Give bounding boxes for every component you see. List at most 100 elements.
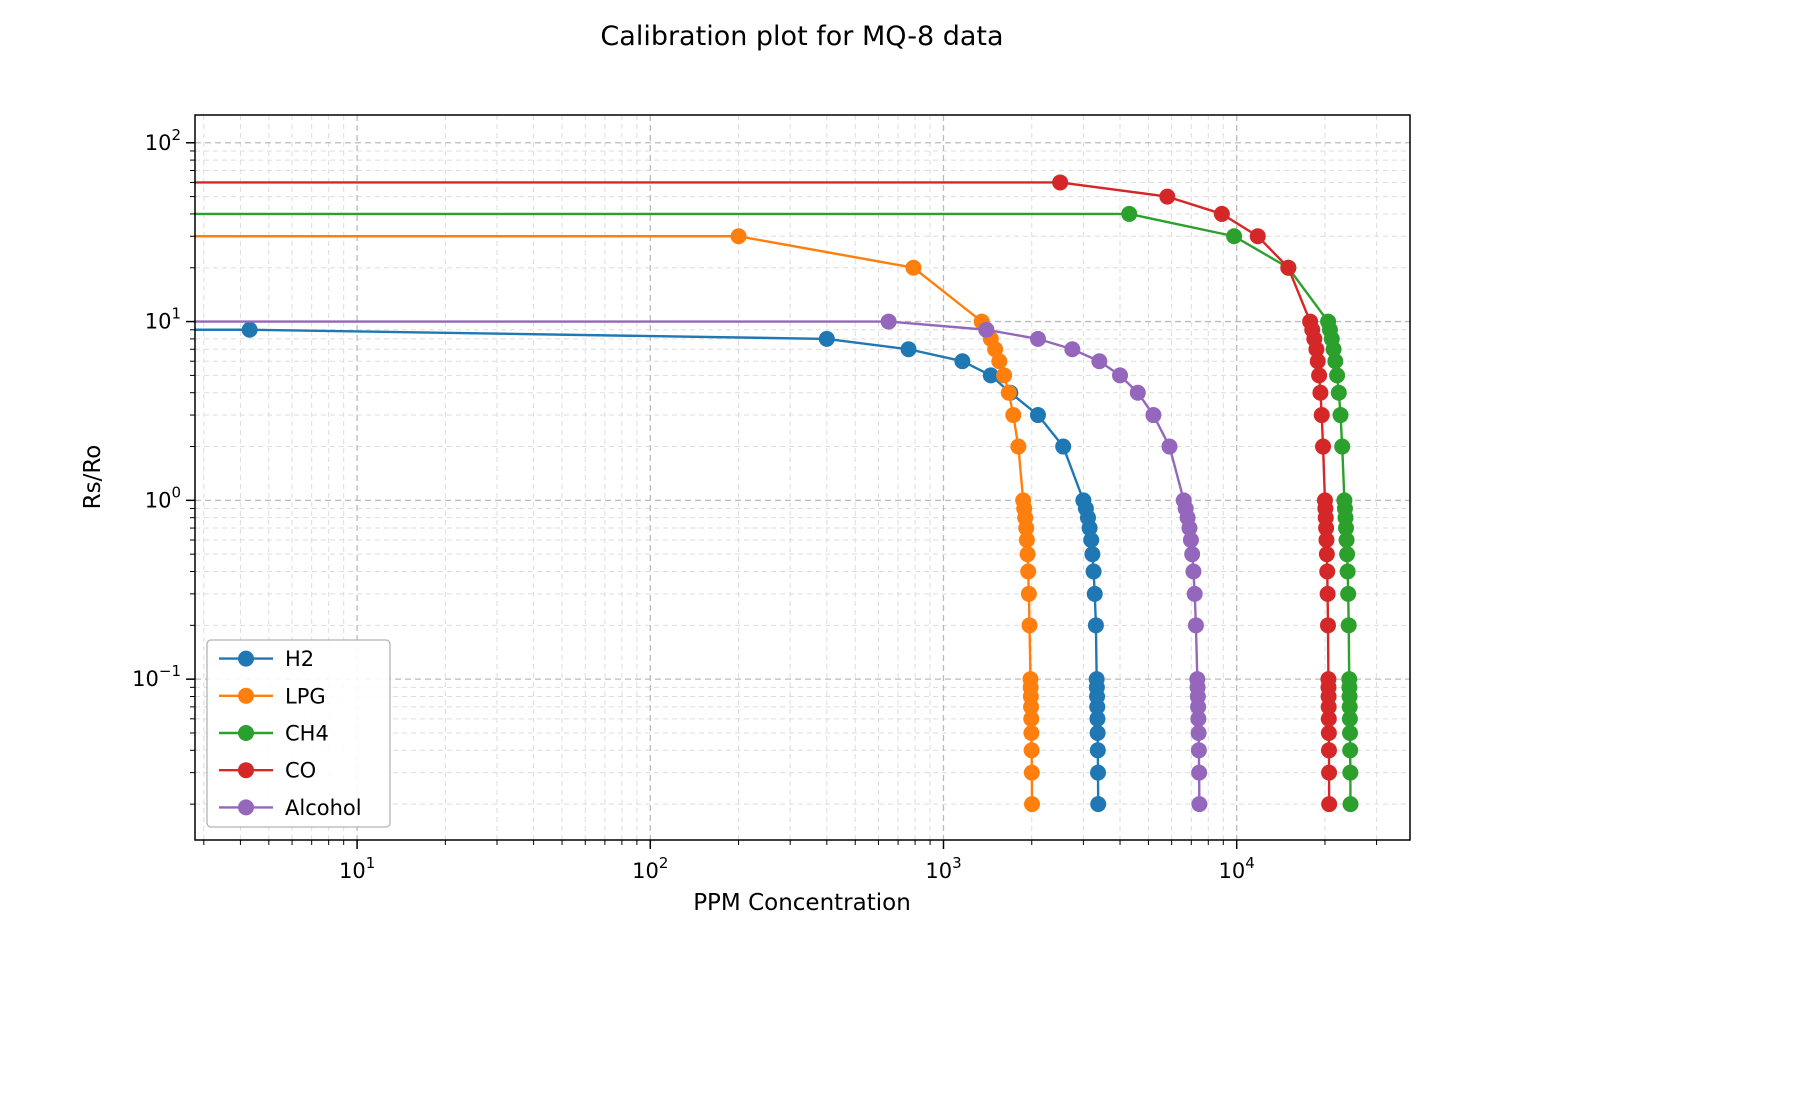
legend-label: CH4: [285, 722, 329, 746]
data-point: [1085, 563, 1102, 580]
data-point: [1020, 585, 1037, 602]
data-point: [1327, 353, 1344, 370]
data-point: [1190, 742, 1207, 759]
x-tick-label: 104: [1219, 854, 1255, 883]
data-point: [1334, 438, 1351, 455]
data-point: [1329, 367, 1346, 384]
y-tick-label: 102: [145, 126, 181, 155]
data-point: [1190, 710, 1207, 727]
data-point: [1342, 764, 1359, 781]
data-point: [1341, 710, 1358, 727]
data-point: [1021, 617, 1038, 634]
series-Alcohol: [193, 313, 1208, 813]
data-point: [1182, 532, 1199, 549]
data-point: [905, 259, 922, 276]
data-point: [1112, 367, 1129, 384]
data-point: [1091, 353, 1108, 370]
data-point: [1342, 796, 1359, 813]
legend-marker: [238, 799, 254, 816]
legend-marker: [238, 687, 254, 704]
data-point: [1320, 724, 1337, 741]
data-point: [1342, 742, 1359, 759]
data-point: [1325, 341, 1342, 358]
data-point: [1129, 384, 1146, 401]
data-point: [1320, 742, 1337, 759]
data-point: [1319, 617, 1336, 634]
data-point: [1018, 532, 1035, 549]
data-point: [1089, 724, 1106, 741]
data-point: [1018, 520, 1035, 537]
data-point: [1338, 520, 1355, 537]
data-point: [1023, 710, 1040, 727]
data-point: [991, 353, 1008, 370]
data-point: [1023, 742, 1040, 759]
data-point: [1086, 585, 1103, 602]
data-point: [1226, 228, 1243, 245]
data-point: [1338, 532, 1355, 549]
legend-item-LPG: LPG: [219, 684, 326, 708]
legend-marker: [238, 725, 254, 741]
data-point: [1308, 341, 1325, 358]
data-point: [1083, 532, 1100, 549]
legend-label: Alcohol: [285, 796, 362, 820]
data-point: [1089, 742, 1106, 759]
axes-layer: 101 102 103 104 10−1 100 101 102: [132, 114, 1411, 883]
data-point: [1309, 353, 1326, 370]
data-point: [1023, 698, 1040, 715]
data-point: [1339, 546, 1356, 563]
series-CO: [193, 174, 1338, 813]
data-point: [1249, 228, 1266, 245]
data-point: [1332, 407, 1349, 424]
data-point: [1280, 259, 1297, 276]
data-point: [978, 321, 995, 338]
data-point: [1029, 407, 1046, 424]
data-point: [900, 341, 917, 358]
x-tick-label: 102: [632, 854, 668, 883]
data-point: [1052, 174, 1069, 191]
data-point: [1145, 407, 1162, 424]
data-point: [1330, 384, 1347, 401]
data-point: [1023, 764, 1040, 781]
data-point: [1023, 724, 1040, 741]
x-axis-label: PPM Concentration: [693, 890, 911, 916]
data-point: [1064, 341, 1081, 358]
data-point: [1342, 724, 1359, 741]
y-tick-label: 10−1: [132, 662, 181, 691]
data-point: [954, 353, 971, 370]
data-point: [1159, 188, 1176, 205]
legend-label: CO: [285, 759, 316, 783]
data-point: [982, 367, 999, 384]
y-tick-label: 100: [145, 483, 181, 512]
data-point: [1089, 698, 1106, 715]
data-point: [1090, 764, 1107, 781]
data-point: [1320, 698, 1337, 715]
legend-item-H2: H2: [219, 647, 314, 671]
data-point: [1318, 532, 1335, 549]
data-point: [1340, 617, 1357, 634]
chart-title: Calibration plot for MQ-8 data: [600, 21, 1003, 52]
data-point: [1185, 563, 1202, 580]
data-point: [1019, 546, 1036, 563]
data-point: [1319, 585, 1336, 602]
data-point: [1321, 796, 1338, 813]
data-point: [1087, 617, 1104, 634]
x-tick-label: 101: [339, 854, 375, 883]
data-point: [1187, 617, 1204, 634]
series-layer: [193, 174, 1359, 813]
data-point: [1121, 205, 1138, 222]
data-point: [1020, 563, 1037, 580]
legend-layer: H2 LPG CH4 CO Alcohol: [206, 639, 391, 828]
data-point: [1090, 796, 1107, 813]
data-point: [1339, 563, 1356, 580]
data-point: [1010, 438, 1027, 455]
legend-box: [206, 639, 391, 828]
data-point: [1318, 546, 1335, 563]
data-point: [1213, 205, 1230, 222]
data-point: [880, 313, 897, 330]
data-point: [1181, 520, 1198, 537]
x-tick-label: 103: [925, 854, 961, 883]
legend: H2 LPG CH4 CO Alcohol: [206, 639, 391, 828]
data-point: [1340, 585, 1357, 602]
plot-border: [194, 114, 1411, 841]
